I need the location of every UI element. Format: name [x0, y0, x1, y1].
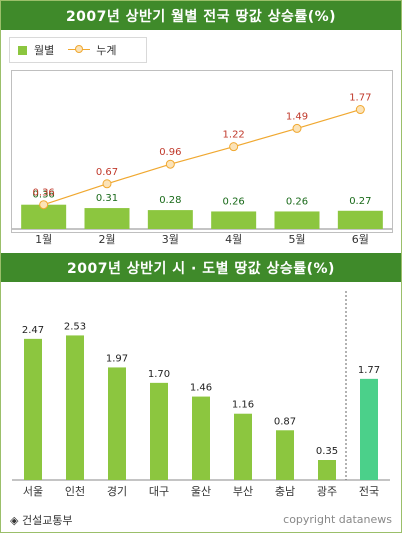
- chart1-point-value-1: 0.36: [33, 188, 55, 199]
- chart1-point-5: [292, 123, 302, 133]
- chart2-bar-value-2: 2.53: [64, 321, 86, 332]
- chart1-bar-2: [84, 208, 130, 229]
- chart1-plot-area: [11, 70, 393, 233]
- chart1-bar-3: [147, 210, 193, 229]
- legend-bar-label: 월별: [34, 44, 55, 57]
- chart1-point-6: [355, 105, 365, 115]
- chart1-bar-value-6: 0.27: [349, 196, 371, 207]
- chart1-bar-4: [211, 211, 257, 229]
- chart2-bar-2: [66, 335, 84, 480]
- chart1-svg: 0.361월0.312월0.283월0.264월0.265월0.276월0.36…: [12, 93, 392, 246]
- chart1-point-value-5: 1.49: [286, 111, 308, 122]
- chart2-bar-7: [276, 430, 294, 480]
- chart1-bar-5: [274, 211, 320, 229]
- chart2-title: 2007년 상반기 시 · 도별 땅값 상승률(%): [1, 253, 401, 282]
- chart1-tick-1: 1월: [35, 233, 52, 246]
- chart2-bar-5: [192, 396, 210, 480]
- chart1-point-value-3: 0.96: [159, 147, 181, 158]
- chart1-cumulative-line: [43, 108, 361, 206]
- chart2-tick-4: 대구: [149, 485, 169, 498]
- chart1-tick-6: 6월: [352, 233, 369, 246]
- chart1-point-value-6: 1.77: [349, 93, 371, 104]
- source-label: ◈ 건설교통부: [10, 514, 73, 527]
- chart2-tick-9: 전국: [359, 485, 379, 498]
- chart2-bar-value-5: 1.46: [190, 383, 212, 394]
- chart2-tick-7: 충남: [275, 485, 295, 498]
- chart2-bar-1: [24, 338, 42, 480]
- chart2-svg: 2.47 서울 2.53 인천 1.97 경기 1.70 대구 1.46 울산 1.16 부산 0.87…: [12, 291, 390, 498]
- chart1-point-2: [102, 179, 112, 189]
- chart2-bar-4: [150, 382, 168, 480]
- chart1-legend: 월별 누계: [9, 37, 147, 63]
- copyright-label: copyright datanews: [283, 513, 392, 526]
- chart2-tick-8: 광주: [317, 485, 337, 498]
- chart2-bar-value-8: 0.35: [316, 446, 338, 457]
- legend-bar-swatch: [18, 45, 27, 55]
- chart2-bar-value-3: 1.97: [106, 353, 128, 364]
- chart1-bar-value-1: 0.36: [33, 190, 55, 201]
- chart1-point-value-2: 0.67: [96, 167, 118, 178]
- chart1-bar-value-4: 0.26: [223, 196, 245, 207]
- chart2-tick-1: 서울: [23, 485, 43, 498]
- chart1-tick-5: 5월: [288, 233, 305, 246]
- chart1-point-1: [39, 200, 49, 210]
- chart1-tick-3: 3월: [162, 233, 179, 246]
- chart2-tick-5: 울산: [191, 485, 211, 498]
- chart1-point-4: [229, 142, 239, 152]
- chart2-tick-2: 인천: [65, 484, 85, 498]
- legend-line-swatch: [68, 45, 91, 55]
- chart1-point-3: [165, 159, 175, 169]
- legend-line-label: 누계: [96, 44, 117, 57]
- chart2-bar-9: [360, 378, 378, 480]
- chart1-tick-4: 4월: [225, 233, 242, 246]
- chart1-tick-2: 2월: [98, 233, 115, 246]
- chart2-bar-value-4: 1.70: [148, 369, 170, 380]
- chart2-bar-6: [234, 413, 252, 480]
- chart1-bar-6: [337, 210, 383, 229]
- chart2-bar-value-7: 0.87: [274, 416, 296, 427]
- chart2-bar-8: [318, 460, 336, 480]
- chart1-bar-value-2: 0.31: [96, 193, 118, 204]
- chart1-point-value-4: 1.22: [223, 130, 245, 141]
- chart2-tick-3: 경기: [107, 485, 127, 498]
- chart1-bar-value-3: 0.28: [159, 195, 181, 206]
- chart2-bar-value-6: 1.16: [232, 400, 254, 411]
- chart2-bar-value-9: 1.77: [358, 365, 380, 376]
- chart1-title: 2007년 상반기 월별 전국 땅값 상승률(%): [1, 1, 401, 30]
- chart2-tick-6: 부산: [233, 485, 253, 498]
- chart2-bar-3: [108, 367, 126, 480]
- chart2-bar-value-1: 2.47: [22, 325, 44, 336]
- chart1-bar-value-5: 0.26: [286, 196, 308, 207]
